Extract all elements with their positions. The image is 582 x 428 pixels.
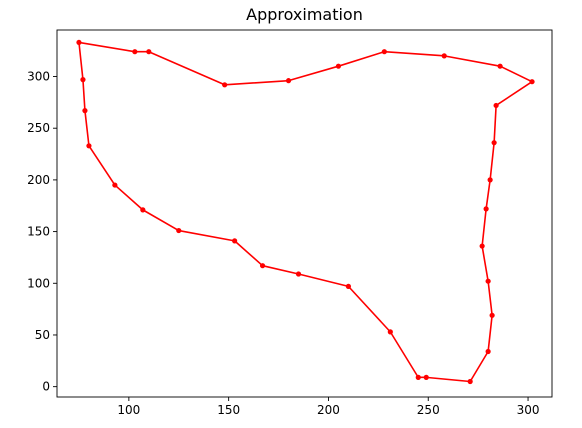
data-point (381, 49, 387, 55)
axes: 100 150 200 250 300 0 50 100 150 200 250 300 (27, 29, 553, 417)
data-point (146, 49, 152, 55)
data-point (295, 271, 302, 277)
data-point (112, 182, 118, 188)
y-tick-label: 150 (27, 225, 50, 239)
data-point (487, 177, 493, 183)
data-point (423, 374, 429, 380)
data-point (285, 78, 292, 84)
data-point (259, 263, 266, 269)
data-point (489, 312, 495, 318)
data-point (222, 82, 228, 88)
data-point (232, 238, 238, 244)
chart-title: Approximation (246, 5, 363, 24)
x-tick-label: 200 (317, 403, 340, 417)
data-point (491, 140, 497, 146)
data-point (345, 283, 352, 289)
y-tick-label: 100 (27, 276, 50, 290)
data-point (132, 49, 138, 55)
series-line (78, 41, 533, 383)
data-point (387, 329, 393, 335)
plot-frame (56, 29, 553, 398)
x-tick-label: 150 (217, 403, 240, 417)
plot-area (76, 39, 535, 385)
x-tick-label: 250 (417, 403, 440, 417)
data-point (176, 227, 182, 234)
data-point (335, 63, 342, 69)
y-tick-label: 300 (27, 70, 50, 84)
data-point (483, 206, 489, 212)
data-point (140, 207, 146, 213)
data-point (86, 143, 92, 149)
data-point (80, 77, 86, 83)
y-tick-label: 50 (35, 328, 50, 342)
data-point (497, 63, 503, 69)
data-point (485, 278, 491, 284)
data-point (493, 102, 499, 109)
data-point (415, 374, 421, 380)
y-tick-label: 0 (42, 380, 50, 394)
data-point (485, 348, 491, 355)
x-tick-label: 300 (517, 403, 540, 417)
data-point (76, 39, 82, 46)
data-point (467, 378, 473, 385)
data-point (82, 108, 88, 114)
data-point (441, 53, 447, 59)
x-tick-label: 100 (117, 403, 140, 417)
data-point (479, 243, 485, 249)
data-point (529, 79, 535, 85)
y-tick-label: 200 (27, 173, 50, 187)
y-tick-label: 250 (27, 121, 50, 135)
